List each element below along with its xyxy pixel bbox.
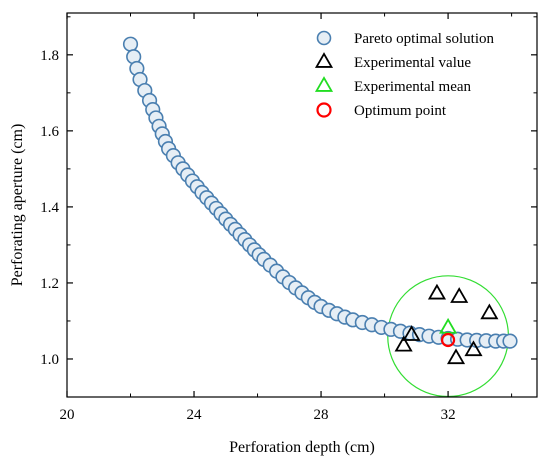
legend-item: Optimum point: [316, 102, 447, 119]
experimental-value-point: [427, 283, 447, 300]
optimum-point: [440, 332, 456, 348]
experimental-value-point: [446, 348, 466, 365]
y-tick-label: 1.0: [40, 352, 59, 368]
axes: 20 24 28 32 1.0 1.2 1.4 1.6 1.8 Perforation depth…: [9, 12, 538, 456]
legend-item: Experimental mean: [314, 76, 472, 95]
legend-marker: [314, 52, 334, 68]
x-tick-label: 24: [187, 407, 203, 423]
axes-frame: [66, 12, 538, 398]
y-tick-label: 1.4: [40, 200, 59, 216]
legend-item: Pareto optimal solution: [316, 30, 494, 47]
pareto-point: [122, 36, 139, 52]
experimental-value-point: [450, 287, 469, 303]
y-tick-label: 1.6: [40, 124, 59, 140]
x-tick-label: 32: [441, 407, 456, 423]
x-axis-title: Perforation depth (cm): [229, 439, 375, 456]
legend-item: Experimental value: [314, 52, 471, 71]
legend-marker: [316, 30, 332, 46]
experimental-mean-point: [439, 317, 458, 334]
legend-label: Experimental value: [354, 55, 471, 71]
legend-label: Experimental mean: [354, 79, 472, 95]
plot-area: [122, 36, 518, 398]
legend: Pareto optimal solution Experimental valu…: [314, 30, 494, 119]
x-tick-label: 20: [60, 407, 75, 423]
experimental-value-point: [402, 325, 421, 341]
pareto-point: [502, 333, 518, 349]
legend-label: Pareto optimal solution: [354, 31, 494, 47]
experimental-value-point: [394, 335, 413, 352]
legend-marker: [314, 76, 334, 92]
y-axis-title: Perforating aperture (cm): [9, 124, 26, 287]
experimental-value-point: [480, 303, 499, 320]
legend-marker: [316, 102, 332, 118]
y-tick-label: 1.2: [40, 276, 59, 292]
legend-label: Optimum point: [354, 103, 447, 119]
y-tick-label: 1.8: [40, 48, 59, 64]
x-tick-label: 28: [314, 407, 329, 423]
experimental-value-point: [464, 340, 483, 357]
